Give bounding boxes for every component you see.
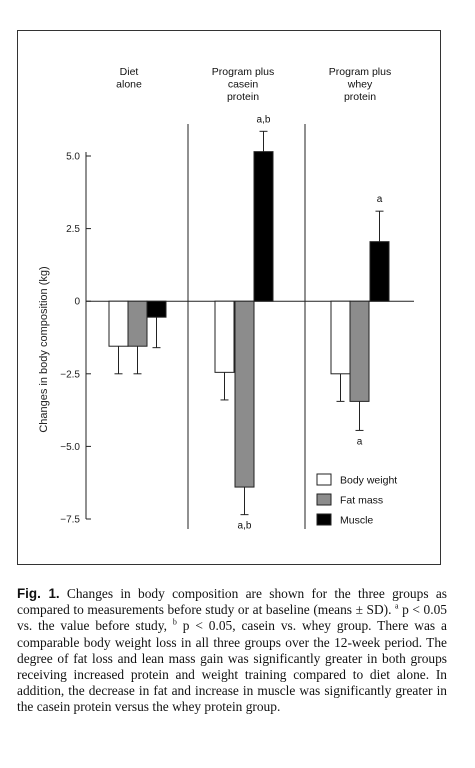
significance-label: a,b xyxy=(257,114,271,125)
group-label: protein xyxy=(227,91,259,103)
caption-superscript: b xyxy=(172,617,177,627)
caption-segment: p < 0.05, casein vs. whey xyxy=(176,618,332,634)
legend-label: Body weight xyxy=(340,475,397,487)
group-label: casein xyxy=(228,79,259,91)
y-axis-label: Changes in body composition (kg) xyxy=(38,266,50,432)
caption-label: Fig. 1. xyxy=(17,586,60,601)
bar xyxy=(214,300,235,373)
caption-segment: Changes in body composition are shown fo… xyxy=(59,586,429,601)
caption-segment: group. There was a comparable body weigh… xyxy=(17,618,447,650)
group-label: Program plus xyxy=(329,66,391,78)
legend-label: Fat mass xyxy=(340,495,383,507)
bar xyxy=(234,300,255,488)
bar xyxy=(146,300,167,318)
legend-swatch xyxy=(316,513,332,526)
legend-label: Muscle xyxy=(340,515,373,527)
caption-segment: as compared to measurements before study… xyxy=(17,586,447,618)
y-tick-label: 2.5 xyxy=(66,224,80,235)
bar-chart: 5.0 2.5 0 −2.5 −5.0 −7.5 Changes in body compo… xyxy=(38,66,414,532)
caption-segment: SD). xyxy=(366,602,396,618)
bar xyxy=(330,300,351,375)
caption-segment: protein versus the whey protein group. xyxy=(73,699,281,715)
group-label: Diet xyxy=(120,66,139,78)
group-label: alone xyxy=(116,79,142,91)
bar xyxy=(349,300,370,402)
caption-superscript: a xyxy=(395,601,399,611)
bar xyxy=(253,151,274,302)
legend-swatch xyxy=(316,493,332,506)
y-tick-label: 5.0 xyxy=(66,152,80,163)
caption-text: Changes in body composition are shown fo… xyxy=(17,586,447,714)
significance-label: a xyxy=(357,436,363,447)
caption-segment: p < 0.05 vs. the value before study, xyxy=(17,602,447,634)
caption-segment: was significantly greater in both groups… xyxy=(17,650,447,683)
group-label: protein xyxy=(344,91,376,103)
bar xyxy=(369,241,390,302)
bar xyxy=(127,300,148,347)
significance-label: a xyxy=(377,194,383,205)
y-tick-label: −5.0 xyxy=(60,442,80,453)
caption-segment: and weight training compared to diet alo… xyxy=(17,667,447,699)
group-label: Program plus xyxy=(212,66,274,78)
figure-frame xyxy=(17,30,441,565)
y-tick-label: −7.5 xyxy=(60,515,80,526)
significance-label: a,b xyxy=(238,521,252,532)
figure-caption: Fig. 1. Changes in body composition are … xyxy=(17,586,447,716)
y-tick-label: 0 xyxy=(74,297,80,308)
legend-swatch xyxy=(316,473,332,486)
caption-segment: in fat and increase in muscle was signif… xyxy=(17,683,447,715)
y-tick-label: −2.5 xyxy=(60,369,80,380)
bar xyxy=(108,300,129,347)
group-label: whey xyxy=(347,79,373,91)
caption-segment: over the 12-week period. The degree of f… xyxy=(17,634,447,666)
